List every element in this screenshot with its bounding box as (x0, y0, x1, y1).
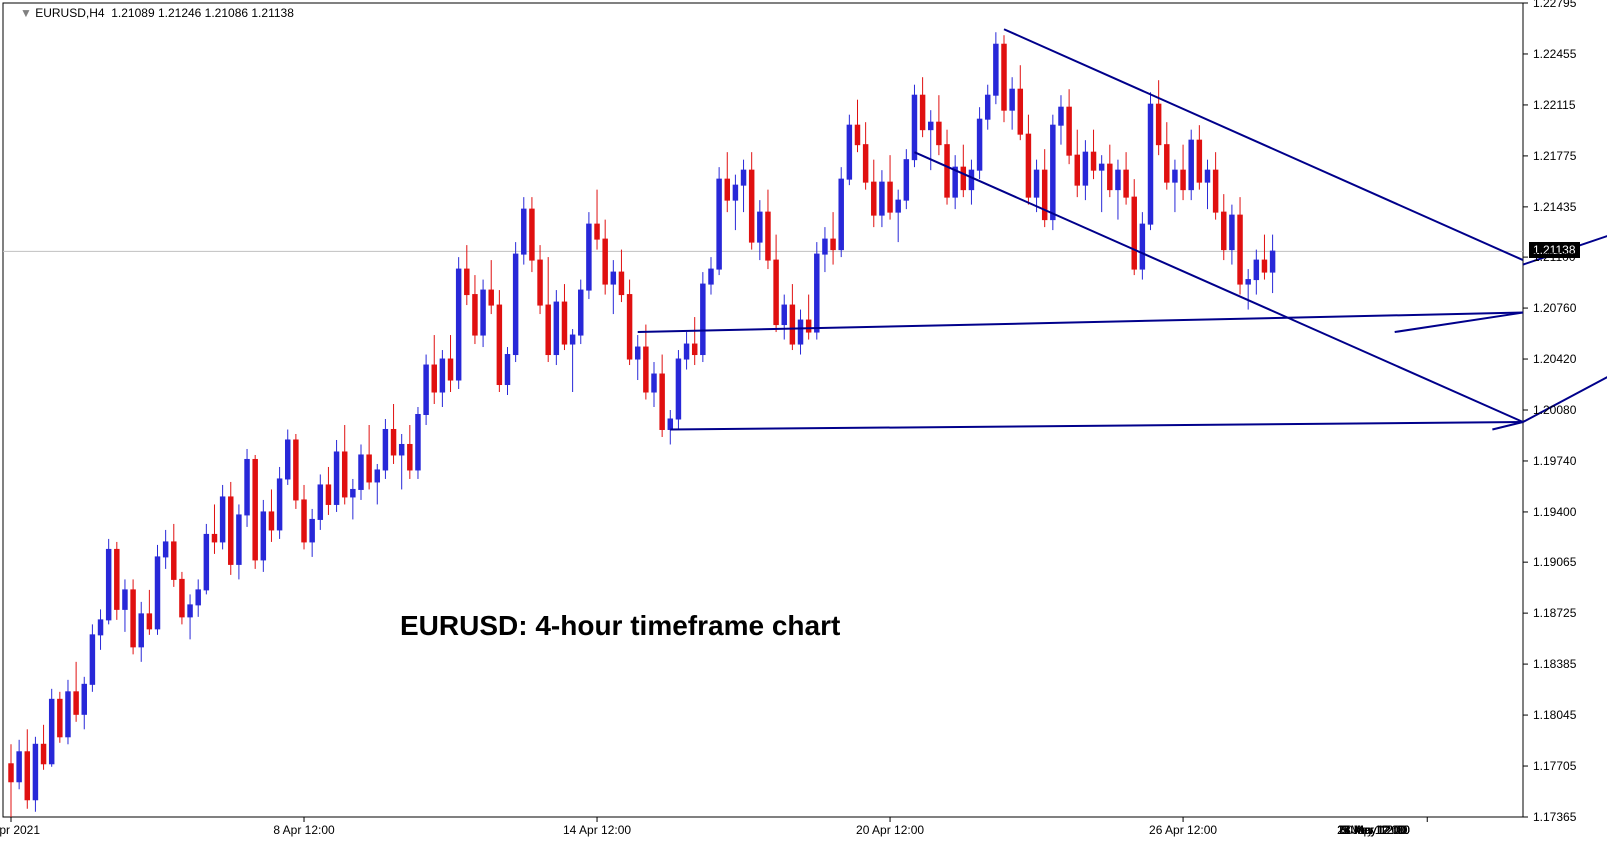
y-tick-label: 1.20080 (1533, 403, 1576, 417)
x-tick-label: 8 Apr 12:00 (273, 823, 334, 837)
x-tick-label: 9 Jun 12:00 (1342, 823, 1405, 837)
y-tick-label: 1.21100 (1533, 250, 1576, 264)
y-tick-label: 1.22455 (1533, 47, 1576, 61)
y-tick-label: 1.21775 (1533, 149, 1576, 163)
x-tick-label: 26 Apr 12:00 (1149, 823, 1217, 837)
y-tick-label: 1.17705 (1533, 759, 1576, 773)
y-tick-label: 1.19065 (1533, 555, 1576, 569)
y-tick-label: 1.19740 (1533, 454, 1576, 468)
y-tick-label: 1.20760 (1533, 301, 1576, 315)
y-tick-label: 1.20420 (1533, 352, 1576, 366)
y-tick-label: 1.17365 (1533, 810, 1576, 824)
symbol-label: ▼ EURUSD,H4 1.21089 1.21246 1.21086 1.21… (20, 6, 294, 20)
y-tick-label: 1.21435 (1533, 200, 1576, 214)
x-tick-label: 20 Apr 12:00 (856, 823, 924, 837)
candlestick-chart[interactable]: ▼ EURUSD,H4 1.21089 1.21246 1.21086 1.21… (0, 0, 1607, 850)
y-tick-label: 1.18385 (1533, 657, 1576, 671)
y-tick-label: 1.22795 (1533, 0, 1576, 10)
chart-canvas (0, 0, 1607, 850)
y-tick-label: 1.18045 (1533, 708, 1576, 722)
x-tick-label: 14 Apr 12:00 (563, 823, 631, 837)
y-tick-label: 1.18725 (1533, 606, 1576, 620)
y-tick-label: 1.19400 (1533, 505, 1576, 519)
chart-title: EURUSD: 4-hour timeframe chart (400, 610, 840, 642)
x-tick-label: 2 Apr 2021 (0, 823, 40, 837)
y-tick-label: 1.22115 (1533, 98, 1576, 112)
